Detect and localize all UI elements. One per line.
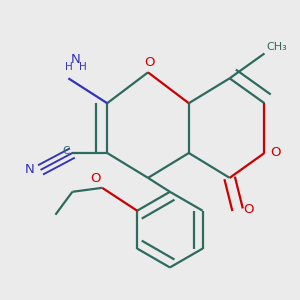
Text: CH₃: CH₃ xyxy=(266,42,287,52)
Text: H: H xyxy=(64,62,72,72)
Text: H: H xyxy=(80,62,87,72)
Text: N: N xyxy=(71,53,81,66)
Text: O: O xyxy=(244,203,254,216)
Text: N: N xyxy=(25,164,34,176)
Text: C: C xyxy=(62,146,69,157)
Text: O: O xyxy=(144,56,155,69)
Text: O: O xyxy=(270,146,281,160)
Text: O: O xyxy=(90,172,101,185)
